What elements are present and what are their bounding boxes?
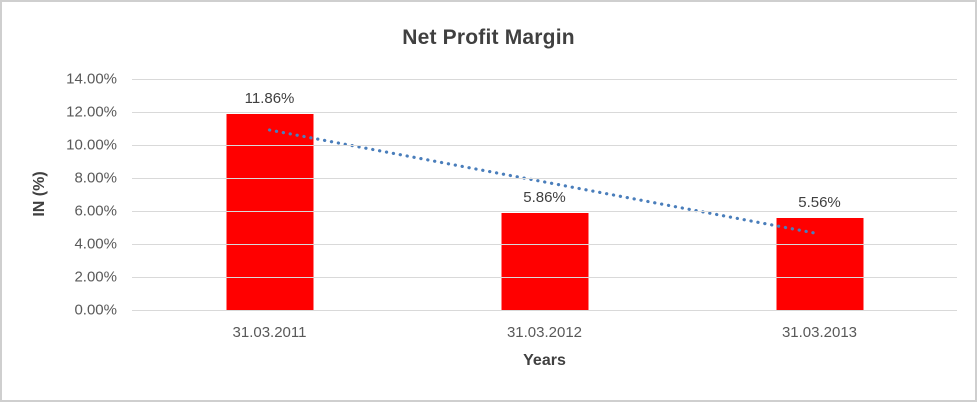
gridline [132,79,957,80]
y-tick-label: 12.00% [66,103,117,121]
x-tick-label: 31.03.2013 [781,324,858,341]
data-label: 11.86% [244,90,295,108]
y-tick-label: 2.00% [74,268,117,286]
plot-area: 11.86% 5.86% 5.56% [132,79,957,311]
x-tick-label: 31.03.2011 [232,324,307,341]
gridline [132,145,957,146]
gridline [132,178,957,179]
gridline [132,244,957,245]
gridline [132,310,957,311]
x-axis-labels: 31.03.2011 31.03.2012 31.03.2013 [132,324,957,341]
y-axis-labels: 0.00% 2.00% 4.00% 6.00% 8.00% 10.00% 12.00% 14.… [2,71,117,319]
x-tick-label: 31.03.2012 [506,324,583,341]
data-label: 5.56% [798,194,841,212]
gridline [132,277,957,278]
bar-cell: 5.86% [407,79,682,310]
y-tick-label: 8.00% [74,169,117,187]
y-tick-label: 6.00% [74,202,117,220]
gridline [132,112,957,113]
y-tick-label: 10.00% [66,136,117,154]
bar-31.03.2013 [776,218,863,310]
chart-title: Net Profit Margin [402,26,575,49]
trendline [267,128,822,236]
gridline [132,211,957,212]
trendline-line [267,128,822,236]
bar-cell: 5.56% [682,79,957,310]
x-axis-title: Years [523,352,566,369]
data-label: 5.86% [523,189,566,207]
bars-layer: 11.86% 5.86% 5.56% [132,79,957,310]
y-tick-label: 0.00% [74,301,117,319]
y-tick-label: 14.00% [66,70,117,88]
y-tick-label: 4.00% [74,235,117,253]
bar-31.03.2012 [501,213,588,310]
